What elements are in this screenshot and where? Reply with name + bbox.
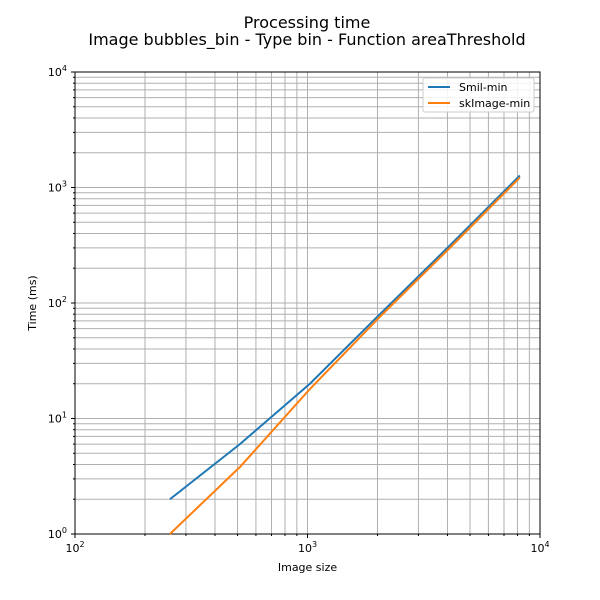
y-tick-label: 101 [48, 411, 67, 426]
y-tick-label: 100 [48, 526, 67, 541]
series-line-skimage-min [169, 176, 521, 535]
x-tick-label: 103 [298, 540, 317, 555]
x-axis-label: Image size [278, 561, 338, 574]
chart-title: Processing time [244, 13, 371, 32]
legend-label-smil-min: Smil-min [459, 81, 508, 94]
chart-subtitle: Image bubbles_bin - Type bin - Function … [88, 30, 525, 50]
y-tick-label: 102 [48, 295, 67, 310]
legend: Smil-min skImage-min [422, 77, 535, 113]
legend-label-skimage-min: skImage-min [459, 97, 530, 110]
series-line-smil-min [169, 174, 521, 501]
y-tick-label: 104 [48, 64, 67, 79]
legend-box [422, 77, 535, 113]
series-lines [169, 174, 521, 535]
axis-ticks: 102 103 104 100 101 102 103 104 [48, 64, 550, 555]
y-tick-label: 103 [48, 180, 67, 195]
grid-lines [74, 72, 540, 535]
x-tick-label: 102 [65, 540, 84, 555]
x-tick-label: 104 [530, 540, 549, 555]
y-axis-label: Time (ms) [26, 275, 39, 331]
